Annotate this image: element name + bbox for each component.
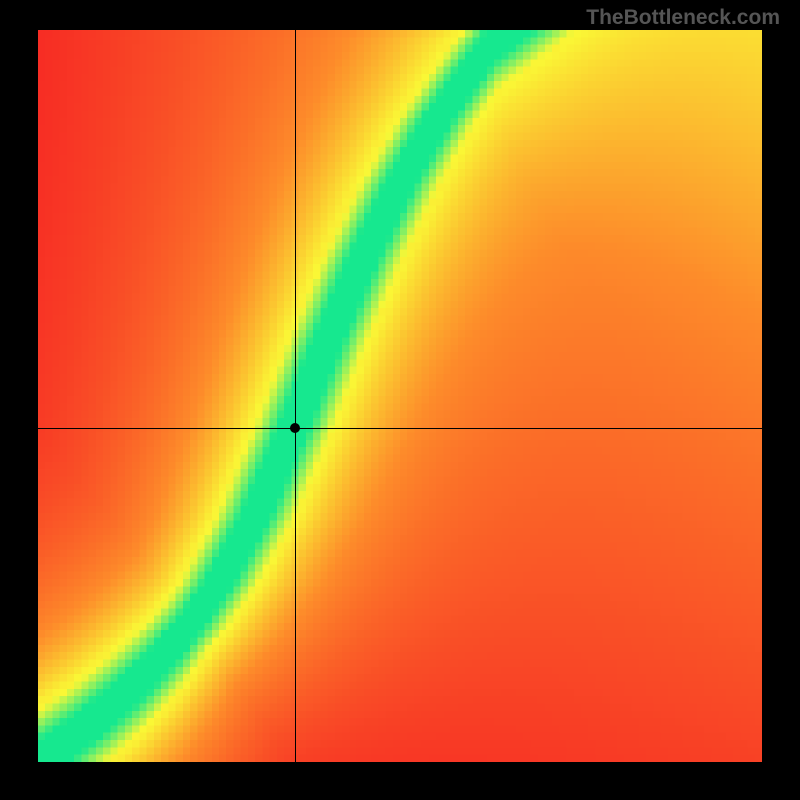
heatmap-canvas	[38, 30, 762, 762]
crosshair-vertical	[295, 30, 296, 762]
chart-container: TheBottleneck.com	[0, 0, 800, 800]
crosshair-horizontal	[38, 428, 762, 429]
crosshair-marker	[290, 423, 300, 433]
watermark-text: TheBottleneck.com	[586, 6, 780, 30]
